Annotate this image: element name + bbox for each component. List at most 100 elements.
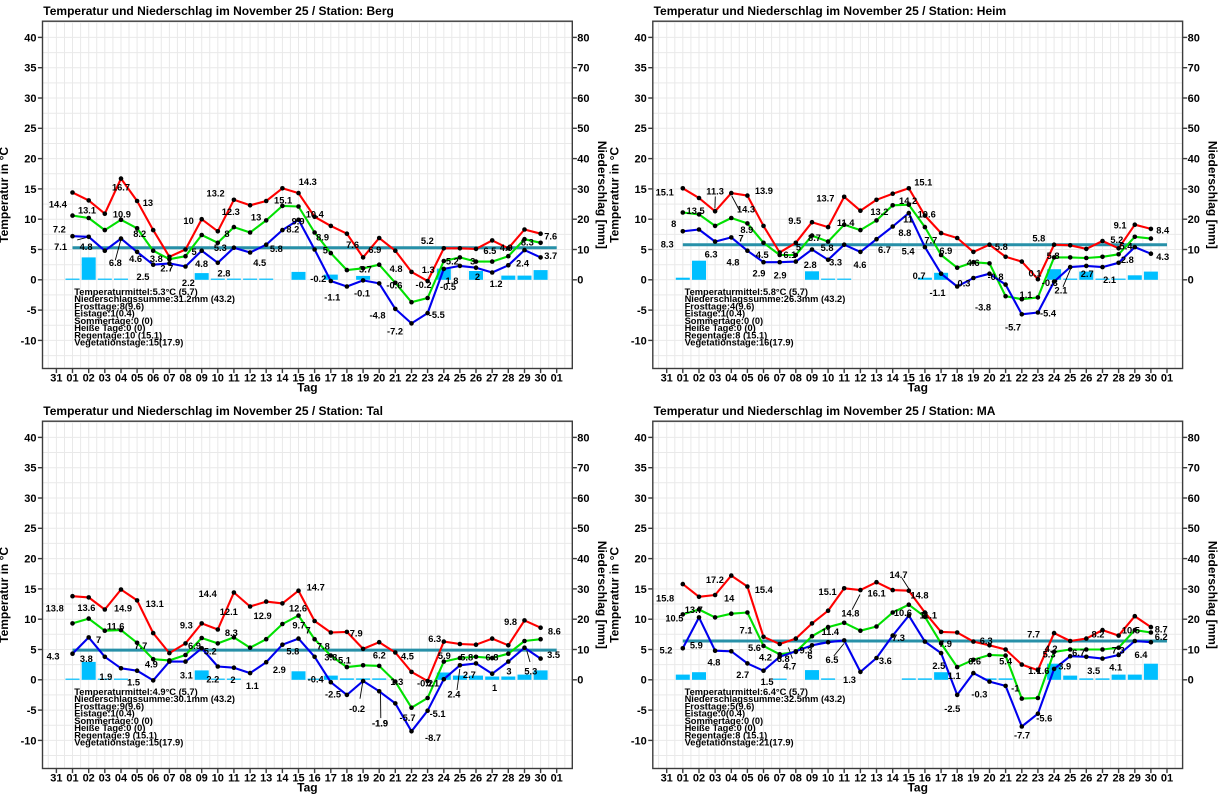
svg-text:7: 7: [306, 626, 311, 636]
svg-text:10: 10: [577, 644, 589, 656]
svg-text:5.2: 5.2: [421, 236, 434, 246]
svg-text:Temperatur und Niederschlag im: Temperatur und Niederschlag im November …: [654, 404, 996, 418]
svg-text:7.3: 7.3: [1112, 646, 1125, 656]
svg-text:15.1: 15.1: [819, 587, 837, 597]
svg-text:14.3: 14.3: [299, 177, 317, 187]
svg-text:2.8: 2.8: [1121, 255, 1134, 265]
svg-text:4.8: 4.8: [80, 242, 93, 252]
svg-text:13.9: 13.9: [755, 186, 773, 196]
svg-text:13: 13: [870, 373, 882, 385]
svg-text:4.6: 4.6: [129, 254, 142, 264]
svg-text:14: 14: [887, 773, 900, 785]
svg-text:-5: -5: [637, 305, 647, 317]
svg-text:7.1: 7.1: [54, 242, 67, 252]
svg-text:03: 03: [709, 773, 721, 785]
svg-text:12: 12: [854, 373, 866, 385]
svg-text:20: 20: [1188, 214, 1200, 226]
svg-text:11.3: 11.3: [706, 187, 724, 197]
svg-text:-0.5: -0.5: [440, 282, 456, 292]
svg-text:40: 40: [577, 154, 589, 166]
svg-text:31: 31: [661, 373, 673, 385]
svg-text:13: 13: [260, 773, 272, 785]
svg-text:1.8: 1.8: [446, 276, 459, 286]
svg-text:2.7: 2.7: [463, 670, 476, 680]
svg-text:1.3: 1.3: [422, 265, 435, 275]
svg-text:80: 80: [1188, 432, 1200, 444]
svg-text:6.5: 6.5: [826, 655, 839, 665]
svg-text:-5.7: -5.7: [1005, 323, 1021, 333]
svg-text:8.6: 8.6: [548, 626, 561, 636]
svg-text:50: 50: [577, 523, 589, 535]
svg-text:25: 25: [635, 523, 647, 535]
svg-text:-1.1: -1.1: [324, 293, 340, 303]
svg-text:-7.2: -7.2: [387, 327, 403, 337]
svg-text:2.1: 2.1: [1055, 286, 1068, 296]
svg-text:Frosttage:5(9.6): Frosttage:5(9.6): [685, 701, 755, 711]
svg-text:11: 11: [903, 215, 913, 225]
svg-text:5: 5: [30, 644, 36, 656]
svg-text:6.9: 6.9: [939, 246, 952, 256]
svg-text:6.6: 6.6: [968, 656, 981, 666]
svg-text:30: 30: [24, 93, 36, 105]
svg-text:5.4: 5.4: [999, 656, 1013, 666]
svg-text:01: 01: [1161, 773, 1173, 785]
svg-text:50: 50: [577, 123, 589, 135]
svg-text:14: 14: [276, 373, 289, 385]
svg-text:Temperatur und Niederschlag im: Temperatur und Niederschlag im November …: [654, 4, 1007, 18]
svg-text:1.3: 1.3: [843, 675, 856, 685]
svg-text:3.9: 3.9: [1058, 661, 1071, 671]
svg-text:05: 05: [131, 373, 143, 385]
svg-text:Sommertage:0 (0): Sommertage:0 (0): [685, 716, 764, 726]
svg-text:30: 30: [1188, 184, 1200, 196]
svg-text:6.4: 6.4: [1135, 650, 1149, 660]
svg-text:-4.8: -4.8: [369, 311, 385, 321]
svg-text:-0.2: -0.2: [349, 704, 365, 714]
svg-text:20: 20: [24, 154, 36, 166]
svg-text:10: 10: [822, 373, 834, 385]
svg-text:13: 13: [260, 373, 272, 385]
svg-text:3.1: 3.1: [180, 670, 193, 680]
svg-text:17: 17: [325, 373, 337, 385]
svg-text:Tag: Tag: [297, 381, 317, 395]
svg-text:0: 0: [641, 275, 647, 287]
svg-text:14.8: 14.8: [910, 590, 928, 600]
svg-text:6.8: 6.8: [777, 654, 790, 664]
svg-text:20: 20: [983, 373, 995, 385]
svg-text:20: 20: [373, 773, 385, 785]
svg-text:13: 13: [143, 198, 153, 208]
svg-text:30: 30: [1188, 584, 1200, 596]
svg-text:9.3: 9.3: [180, 621, 193, 631]
svg-text:-2.5: -2.5: [325, 690, 341, 700]
svg-text:30: 30: [577, 184, 589, 196]
svg-text:4.6: 4.6: [967, 258, 980, 268]
svg-text:8.3: 8.3: [521, 238, 534, 248]
svg-text:11.6: 11.6: [107, 622, 125, 632]
svg-text:4.8: 4.8: [708, 658, 721, 668]
svg-text:08: 08: [790, 373, 802, 385]
svg-text:13: 13: [870, 773, 882, 785]
svg-text:09: 09: [806, 373, 818, 385]
svg-text:4.9: 4.9: [500, 243, 513, 253]
svg-text:Temperaturmittel:6.4°C (5.7): Temperaturmittel:6.4°C (5.7): [685, 687, 808, 697]
svg-text:Temperatur und Niederschlag im: Temperatur und Niederschlag im November …: [43, 404, 383, 418]
svg-text:8.2: 8.2: [133, 229, 146, 239]
svg-text:Niederschlag [mm]: Niederschlag [mm]: [595, 141, 609, 249]
svg-text:13.8: 13.8: [46, 604, 64, 614]
svg-text:4.2: 4.2: [759, 652, 772, 662]
svg-text:2.9: 2.9: [774, 270, 787, 280]
svg-text:30: 30: [1145, 373, 1157, 385]
svg-text:7: 7: [96, 635, 101, 645]
svg-text:20: 20: [577, 614, 589, 626]
svg-text:6.3: 6.3: [428, 634, 441, 644]
svg-text:10.5: 10.5: [1122, 626, 1140, 636]
svg-text:2.5: 2.5: [137, 272, 150, 282]
svg-text:4.3: 4.3: [1156, 252, 1169, 262]
svg-text:12: 12: [244, 773, 256, 785]
svg-text:-0.2: -0.2: [417, 679, 433, 689]
svg-text:17: 17: [935, 373, 947, 385]
svg-text:Tag: Tag: [907, 381, 927, 395]
svg-text:5.2: 5.2: [446, 256, 459, 266]
svg-text:3: 3: [506, 667, 511, 677]
svg-text:Frosttage:9(9.6): Frosttage:9(9.6): [74, 701, 144, 711]
svg-text:5.2: 5.2: [1110, 235, 1123, 245]
